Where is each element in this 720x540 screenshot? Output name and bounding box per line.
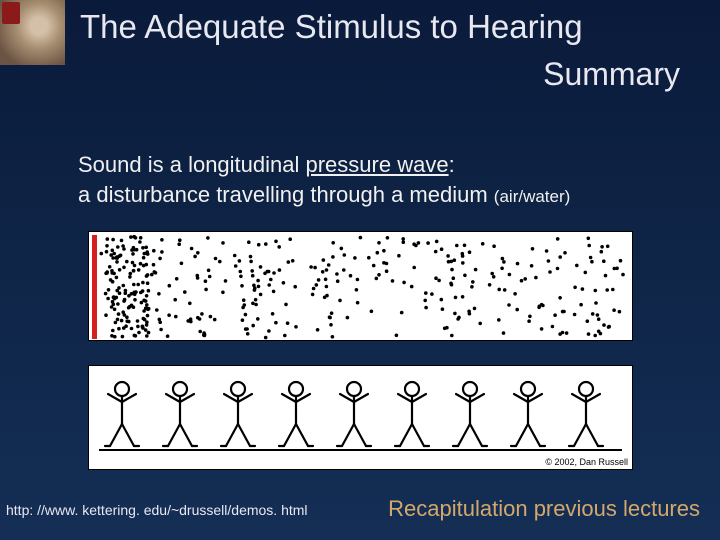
stick-figure — [451, 380, 489, 450]
ground-line — [99, 449, 622, 451]
slide-title: The Adequate Stimulus to Hearing — [80, 8, 583, 46]
particle-dots — [89, 232, 634, 342]
logo-badge — [2, 2, 20, 24]
body-line1-a: Sound is a longitudinal — [78, 152, 306, 177]
slide-subtitle: Summary — [543, 56, 680, 93]
body-line2-a: a disturbance travelling through a mediu… — [78, 182, 494, 207]
stick-figure — [567, 380, 605, 450]
source-url: http: //www. kettering. edu/~drussell/de… — [6, 502, 308, 518]
stick-figure — [277, 380, 315, 450]
body-text: Sound is a longitudinal pressure wave: a… — [78, 150, 570, 209]
figure-copyright: © 2002, Dan Russell — [545, 457, 628, 467]
footer-note: Recapitulation previous lectures — [388, 496, 700, 522]
figure-stick-row: © 2002, Dan Russell — [88, 365, 633, 470]
stick-figure — [335, 380, 373, 450]
body-line1-c: : — [449, 152, 455, 177]
stick-figure — [509, 380, 547, 450]
stick-figure — [103, 380, 141, 450]
slide-logo — [0, 0, 65, 65]
stick-figure — [161, 380, 199, 450]
body-line1-underlined: pressure wave — [306, 152, 449, 177]
stick-figure — [393, 380, 431, 450]
stick-figure — [219, 380, 257, 450]
logo-image — [0, 0, 65, 65]
figure-particle-wave — [88, 231, 633, 341]
body-line2-small: (air/water) — [494, 187, 571, 206]
